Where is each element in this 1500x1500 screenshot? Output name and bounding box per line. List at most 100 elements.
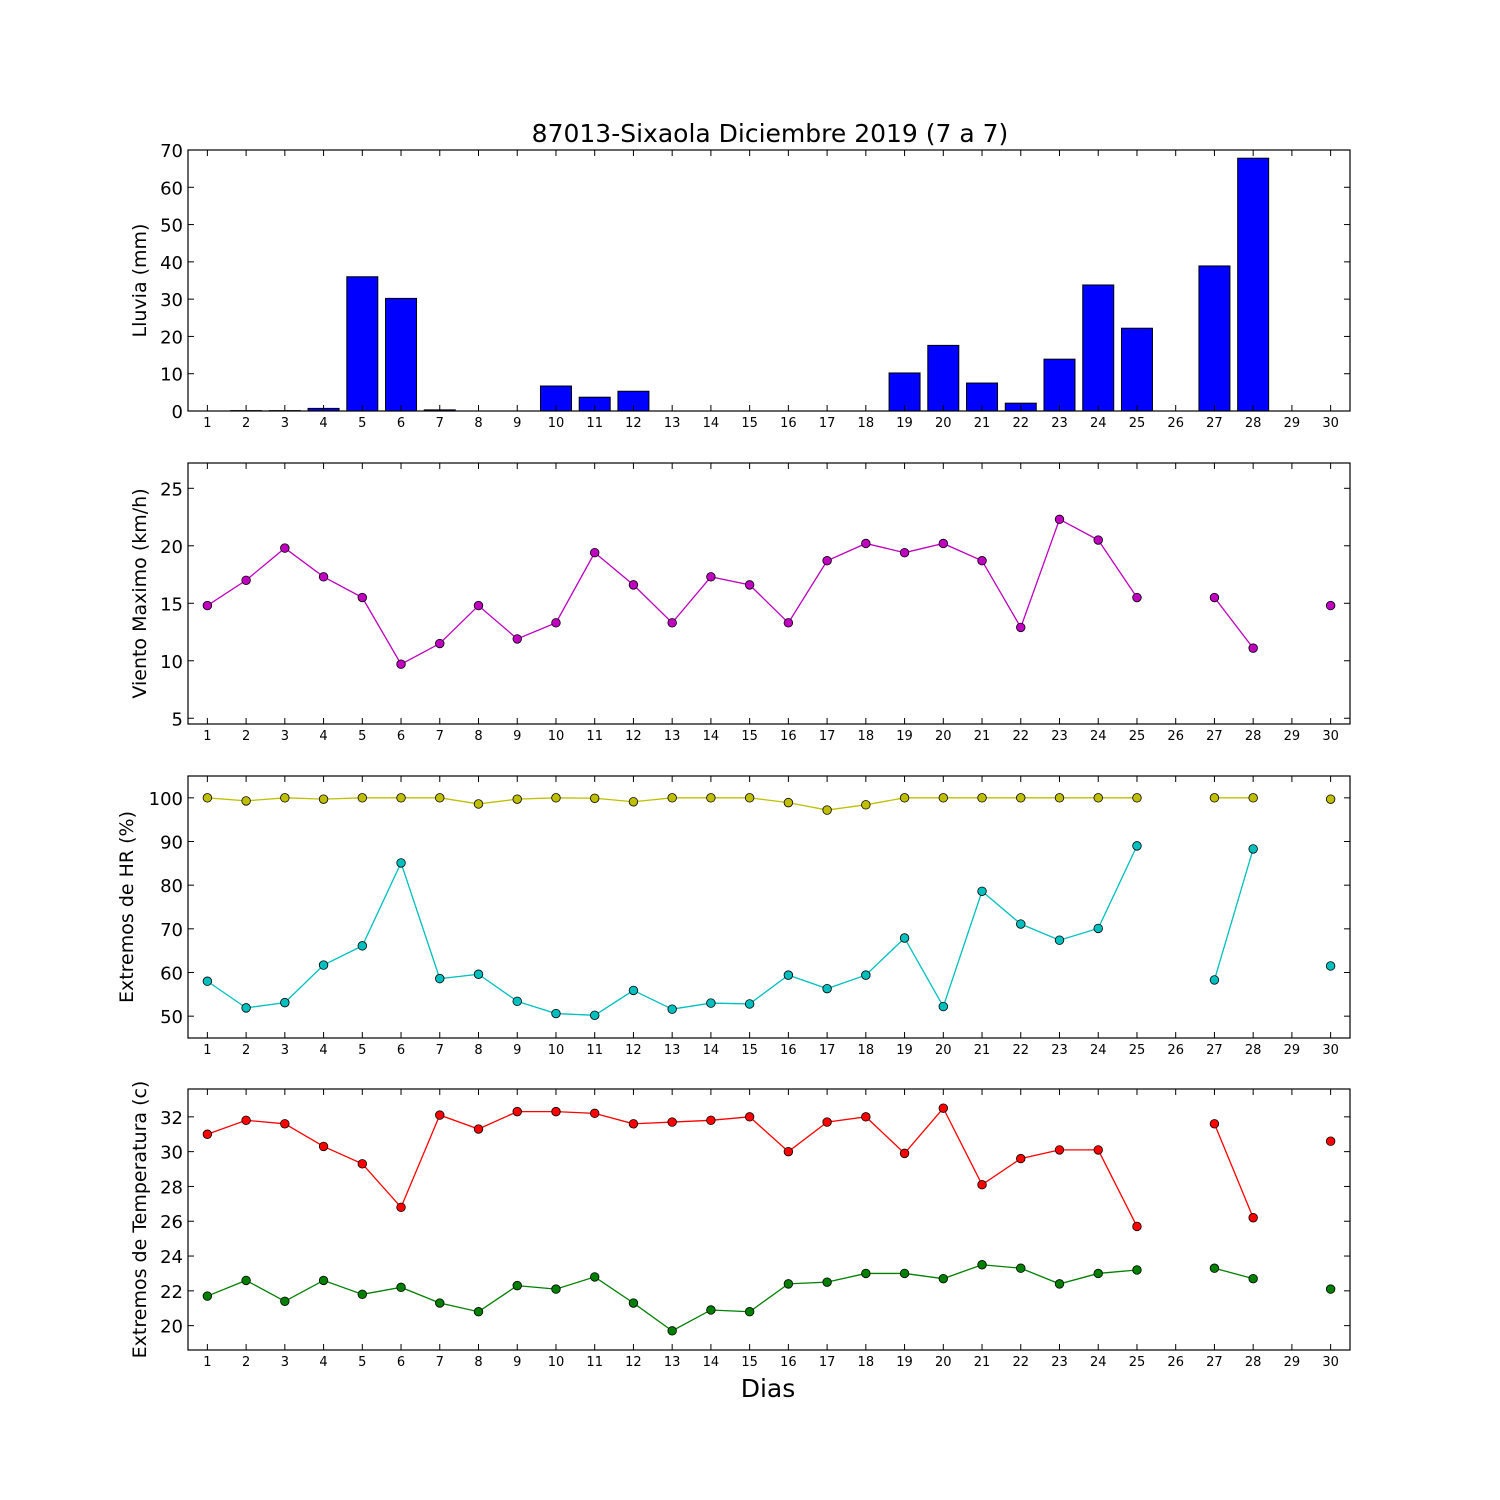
- series-1-point-day-8: [473, 1124, 484, 1134]
- x-tick-label: 12: [625, 729, 642, 744]
- x-axis-label: Dias: [741, 1374, 796, 1403]
- y-tick-label: 20: [160, 1317, 183, 1338]
- series-1-point-day-17: [822, 805, 832, 815]
- x-tick-label: 23: [1051, 416, 1068, 431]
- x-tick-label: 9: [513, 416, 521, 431]
- x-tick-label: 29: [1284, 729, 1301, 744]
- x-tick-label: 1: [203, 729, 211, 744]
- x-tick-label: 8: [474, 1043, 482, 1058]
- x-tick-label: 24: [1090, 1043, 1107, 1058]
- y-axis-label: Lluvia (mm): [129, 224, 151, 338]
- y-tick-label: 70: [160, 141, 183, 162]
- series-2-point-day-21: [977, 1260, 987, 1270]
- series-1-point-day-25: [1132, 793, 1142, 803]
- x-tick-label: 6: [397, 729, 405, 744]
- x-tick-label: 17: [819, 729, 836, 744]
- x-tick-label: 15: [741, 1043, 758, 1058]
- series-1-point-day-16: [783, 797, 794, 808]
- x-tick-label: 1: [203, 1355, 211, 1370]
- series-1-point-day-5: [357, 793, 368, 803]
- x-tick-label: 11: [586, 1043, 603, 1058]
- x-tick-label: 29: [1284, 1355, 1301, 1370]
- x-tick-label: 28: [1245, 729, 1262, 744]
- x-tick-label: 29: [1284, 1043, 1301, 1058]
- x-tick-label: 5: [358, 416, 366, 431]
- x-tick-label: 14: [703, 416, 720, 431]
- series-1-line: [207, 518, 1138, 666]
- x-tick-label: 9: [513, 1043, 521, 1058]
- series-2-point-day-2: [241, 1003, 251, 1013]
- x-tick-label: 3: [281, 729, 289, 744]
- x-tick-label: 24: [1090, 416, 1107, 431]
- series-2-point-day-9: [512, 996, 522, 1007]
- series-1-point-day-25: [1132, 1221, 1142, 1232]
- series-2-point-day-9: [512, 1280, 522, 1291]
- x-tick-label: 15: [741, 1355, 758, 1370]
- series-1-point-day-14: [706, 793, 716, 803]
- x-tick-label: 1: [203, 1043, 211, 1058]
- series-1-point-day-11: [590, 547, 600, 558]
- y-tick-label: 60: [160, 178, 183, 199]
- x-tick-label: 16: [780, 1355, 797, 1370]
- series-2-point-day-22: [1016, 1263, 1026, 1273]
- x-tick-label: 30: [1322, 1043, 1339, 1058]
- x-tick-label: 2: [242, 1355, 250, 1370]
- series-1-point-day-10: [551, 1106, 561, 1117]
- series-1-point-day-16: [783, 1146, 794, 1157]
- series-1-point-day-30: [1325, 794, 1336, 804]
- series-1-point-day-1: [202, 600, 213, 611]
- x-tick-label: 10: [548, 416, 565, 431]
- x-tick-label: 13: [664, 416, 681, 431]
- series-1-point-day-2: [241, 796, 251, 806]
- x-tick-label: 19: [896, 1043, 913, 1058]
- series-2-line: [1213, 848, 1254, 981]
- series-2-point-day-6: [396, 1282, 406, 1293]
- series-1-point-day-27: [1209, 793, 1220, 803]
- x-tick-label: 21: [974, 416, 991, 431]
- y-tick-label: 25: [160, 479, 183, 500]
- series-1-point-day-27: [1209, 1119, 1220, 1129]
- series-2-point-day-3: [280, 1296, 290, 1306]
- series-2-point-day-20: [938, 1273, 949, 1284]
- series-1-point-day-12: [628, 797, 639, 807]
- y-tick-label: 90: [160, 833, 183, 854]
- series-1-point-day-20: [938, 793, 949, 803]
- x-tick-label: 15: [741, 416, 758, 431]
- series-2-point-day-30: [1325, 961, 1336, 971]
- series-1-point-day-24: [1093, 1145, 1103, 1155]
- y-tick-label: 40: [160, 253, 183, 274]
- x-tick-label: 6: [397, 1355, 405, 1370]
- series-1-point-day-21: [977, 556, 987, 566]
- x-tick-label: 3: [281, 416, 289, 431]
- series-1-point-day-5: [357, 1159, 368, 1169]
- series-1-point-day-5: [357, 592, 368, 603]
- x-tick-label: 19: [896, 729, 913, 744]
- series-1-point-day-7: [435, 793, 445, 803]
- series-2-point-day-18: [861, 1268, 871, 1279]
- x-tick-label: 19: [896, 416, 913, 431]
- x-tick-label: 7: [436, 729, 444, 744]
- x-tick-label: 13: [664, 1355, 681, 1370]
- x-tick-label: 25: [1129, 1043, 1146, 1058]
- x-tick-label: 27: [1206, 1043, 1223, 1058]
- x-tick-label: 5: [358, 1043, 366, 1058]
- series-1-point-day-23: [1054, 793, 1065, 803]
- plot-frame: [187, 149, 1351, 412]
- y-tick-label: 80: [160, 876, 183, 897]
- x-tick-label: 26: [1167, 1043, 1184, 1058]
- series-2-point-day-23: [1054, 1279, 1065, 1289]
- x-tick-label: 8: [474, 416, 482, 431]
- x-tick-label: 21: [974, 1355, 991, 1370]
- series-1-point-day-24: [1093, 793, 1103, 803]
- series-1-point-day-15: [744, 1112, 755, 1122]
- x-tick-label: 25: [1129, 1355, 1146, 1370]
- x-tick-label: 22: [1012, 1043, 1029, 1058]
- series-1-point-day-6: [396, 793, 406, 803]
- series-2-point-day-8: [473, 1307, 484, 1317]
- x-tick-label: 22: [1012, 1355, 1029, 1370]
- series-1-point-day-9: [512, 1106, 522, 1117]
- bar-day-27: [1198, 265, 1231, 412]
- x-tick-label: 25: [1129, 729, 1146, 744]
- series-2-point-day-4: [318, 1275, 329, 1286]
